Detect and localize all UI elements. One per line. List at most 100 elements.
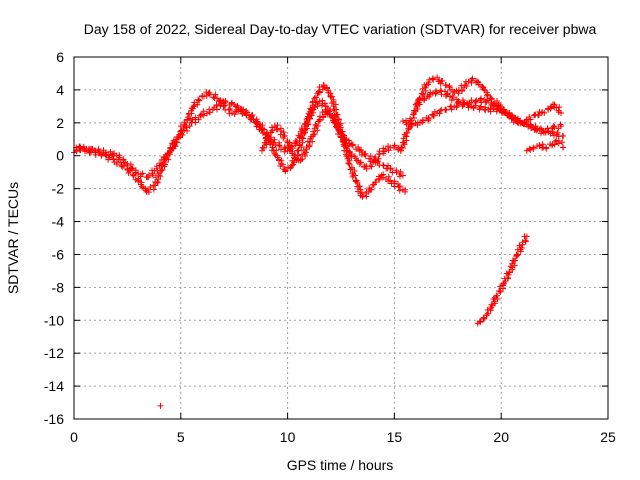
trace-marker: [525, 121, 532, 128]
trace-marker: [281, 148, 288, 155]
trace-marker: [294, 147, 301, 154]
trace-marker: [437, 107, 444, 114]
y-tick-label: -6: [52, 246, 65, 262]
trace-marker: [203, 110, 210, 117]
trace-marker: [259, 144, 266, 151]
trace-marker: [493, 293, 500, 300]
trace-marker: [207, 91, 214, 98]
trace-marker: [274, 154, 281, 161]
trace-marker: [453, 104, 460, 111]
trace-marker: [155, 172, 162, 179]
trace-marker: [95, 149, 102, 156]
trace-marker: [96, 148, 103, 155]
trace-marker: [302, 120, 309, 127]
trace-marker: [339, 131, 346, 138]
data-point: [560, 132, 567, 139]
trace-marker: [324, 85, 331, 92]
trace-marker: [346, 149, 353, 156]
trace-marker: [426, 93, 433, 100]
trace-marker: [340, 132, 347, 139]
x-tick-label: 25: [600, 429, 616, 445]
trace-marker: [139, 170, 146, 177]
x-tick-label: 0: [70, 429, 78, 445]
trace-marker: [222, 97, 229, 104]
data-point: [395, 183, 402, 190]
trace-marker: [129, 165, 136, 172]
trace-marker: [477, 319, 484, 326]
trace-marker: [327, 107, 334, 114]
trace-marker: [200, 108, 207, 115]
data-point: [382, 146, 389, 153]
trace-marker: [330, 96, 337, 103]
y-tick-label: -2: [52, 181, 65, 197]
trace-marker: [147, 183, 154, 190]
trace-marker: [310, 128, 317, 135]
trace-marker: [307, 135, 314, 142]
trace-marker: [494, 295, 501, 302]
trace-marker: [484, 97, 491, 104]
trace-marker: [510, 115, 517, 122]
trace-marker: [550, 101, 557, 108]
trace-marker: [261, 139, 268, 146]
trace-marker: [297, 156, 304, 163]
trace-marker: [268, 129, 275, 136]
trace-marker: [379, 174, 386, 181]
trace-marker: [239, 110, 246, 117]
trace-marker: [277, 146, 284, 153]
trace-marker: [120, 157, 127, 164]
trace-marker: [493, 103, 500, 110]
trace-marker: [331, 118, 338, 125]
trace-marker: [273, 147, 280, 154]
trace-marker: [543, 145, 550, 152]
trace-marker: [437, 87, 444, 94]
trace-marker: [358, 151, 365, 158]
trace-marker: [282, 168, 289, 175]
trace-marker: [362, 152, 369, 159]
trace-marker: [344, 155, 351, 162]
trace-marker: [396, 187, 403, 194]
trace-marker: [450, 94, 457, 101]
trace-marker: [551, 141, 558, 148]
series-3: [258, 108, 406, 180]
trace-marker: [373, 179, 380, 186]
trace-marker: [346, 160, 353, 167]
trace-marker: [226, 110, 233, 117]
trace-marker: [528, 125, 535, 132]
trace-marker: [82, 148, 89, 155]
data-point: [558, 109, 565, 116]
trace-marker: [497, 102, 504, 109]
trace-marker: [351, 153, 358, 160]
trace-marker: [385, 173, 392, 180]
trace-marker: [436, 110, 443, 117]
data-point: [468, 77, 475, 84]
trace-marker: [368, 163, 375, 170]
trace-marker: [300, 130, 307, 137]
data-point: [429, 90, 436, 97]
trace-marker: [328, 100, 335, 107]
trace-marker: [526, 114, 533, 121]
y-tick-label: -14: [44, 378, 64, 394]
trace-marker: [287, 146, 294, 153]
trace-marker: [432, 90, 439, 97]
trace-marker: [183, 124, 190, 131]
trace-marker: [430, 76, 437, 83]
trace-marker: [228, 100, 235, 107]
trace-marker: [116, 154, 123, 161]
y-tick-label: 6: [56, 49, 64, 65]
trace-marker: [248, 112, 255, 119]
trace-marker: [512, 257, 519, 264]
trace-marker: [292, 142, 299, 149]
trace-marker: [316, 89, 323, 96]
data-point: [157, 402, 164, 409]
trace-marker: [207, 109, 214, 116]
trace-marker: [279, 161, 286, 168]
trace-marker: [475, 79, 482, 86]
data-point: [455, 98, 462, 105]
data-point: [399, 172, 406, 179]
trace-marker: [438, 91, 445, 98]
trace-marker: [234, 102, 241, 109]
trace-marker: [509, 266, 516, 273]
trace-marker: [430, 112, 437, 119]
trace-marker: [186, 123, 193, 130]
trace-marker: [280, 129, 287, 136]
